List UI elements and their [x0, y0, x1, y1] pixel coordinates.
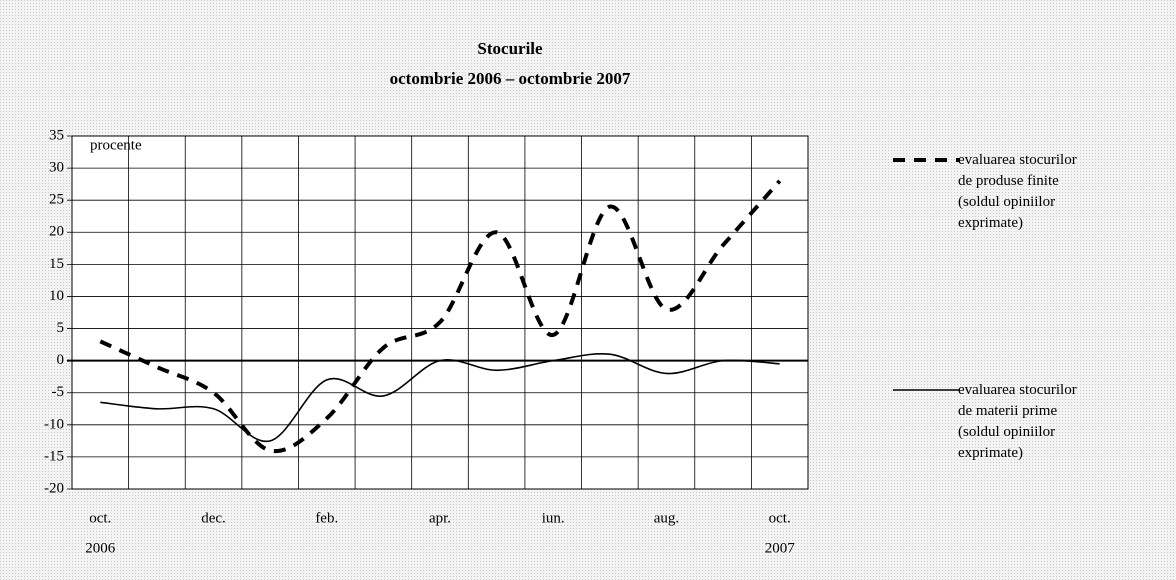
x-tick-label: dec. — [201, 510, 226, 526]
y-tick-label: 10 — [49, 288, 64, 304]
y-tick-label: -20 — [44, 480, 64, 496]
series-line — [99, 179, 782, 454]
x-tick-label: oct. — [769, 510, 791, 526]
y-tick-label: -5 — [52, 384, 65, 400]
legend-label: evaluarea stocurilor de materii prime (s… — [958, 382, 1077, 461]
x-tick-label: oct. — [89, 510, 111, 526]
series-line — [100, 352, 780, 443]
x-year-label: 2007 — [765, 540, 796, 556]
y-tick-label: -10 — [44, 416, 64, 432]
x-year-label: 2006 — [85, 540, 116, 556]
y-tick-label: 15 — [49, 256, 64, 272]
y-tick-label: 5 — [57, 320, 65, 336]
y-axis-label: procente — [90, 137, 142, 153]
x-tick-label: feb. — [315, 510, 338, 526]
plot-border — [71, 135, 809, 490]
x-tick-label: aug. — [654, 510, 679, 526]
x-tick-label: iun. — [542, 510, 565, 526]
y-tick-label: 0 — [57, 352, 65, 368]
legend-label: evaluarea stocurilor de produse finite (… — [958, 152, 1077, 231]
y-tick-label: 25 — [49, 192, 64, 208]
chart-title: Stocurile — [477, 39, 543, 58]
chart-subtitle: octombrie 2006 – octombrie 2007 — [390, 69, 631, 88]
x-tick-label: apr. — [429, 510, 451, 526]
plot-area — [72, 136, 808, 489]
y-tick-label: 20 — [49, 224, 64, 240]
y-tick-label: 30 — [49, 160, 64, 176]
y-tick-label: 35 — [49, 127, 64, 143]
y-tick-label: -15 — [44, 448, 64, 464]
